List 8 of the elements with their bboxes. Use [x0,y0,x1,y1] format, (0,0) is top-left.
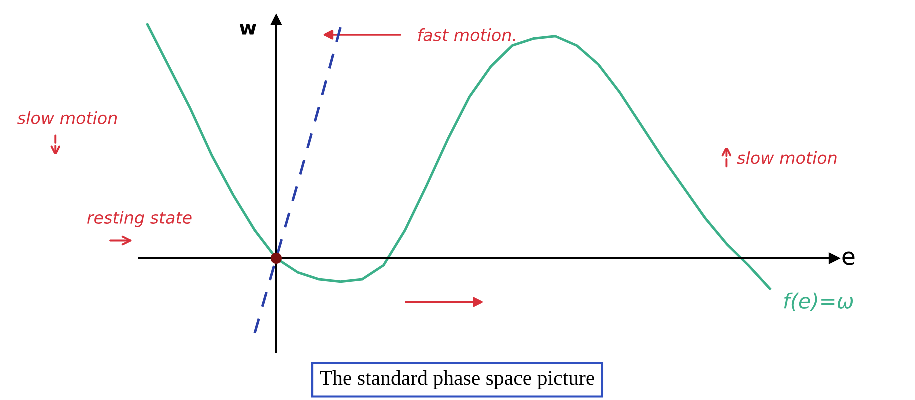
y-axis-title: w [240,24,256,35]
text: The standard phase space picture [320,370,594,390]
text: slow motion [18,112,118,124]
annotation: resting state [88,211,192,228]
series-label: f(e)=ω [784,292,854,312]
annotation: fast motion. [418,28,516,42]
x-axis-title: e [842,252,855,266]
annotation: slow motion [737,151,837,164]
